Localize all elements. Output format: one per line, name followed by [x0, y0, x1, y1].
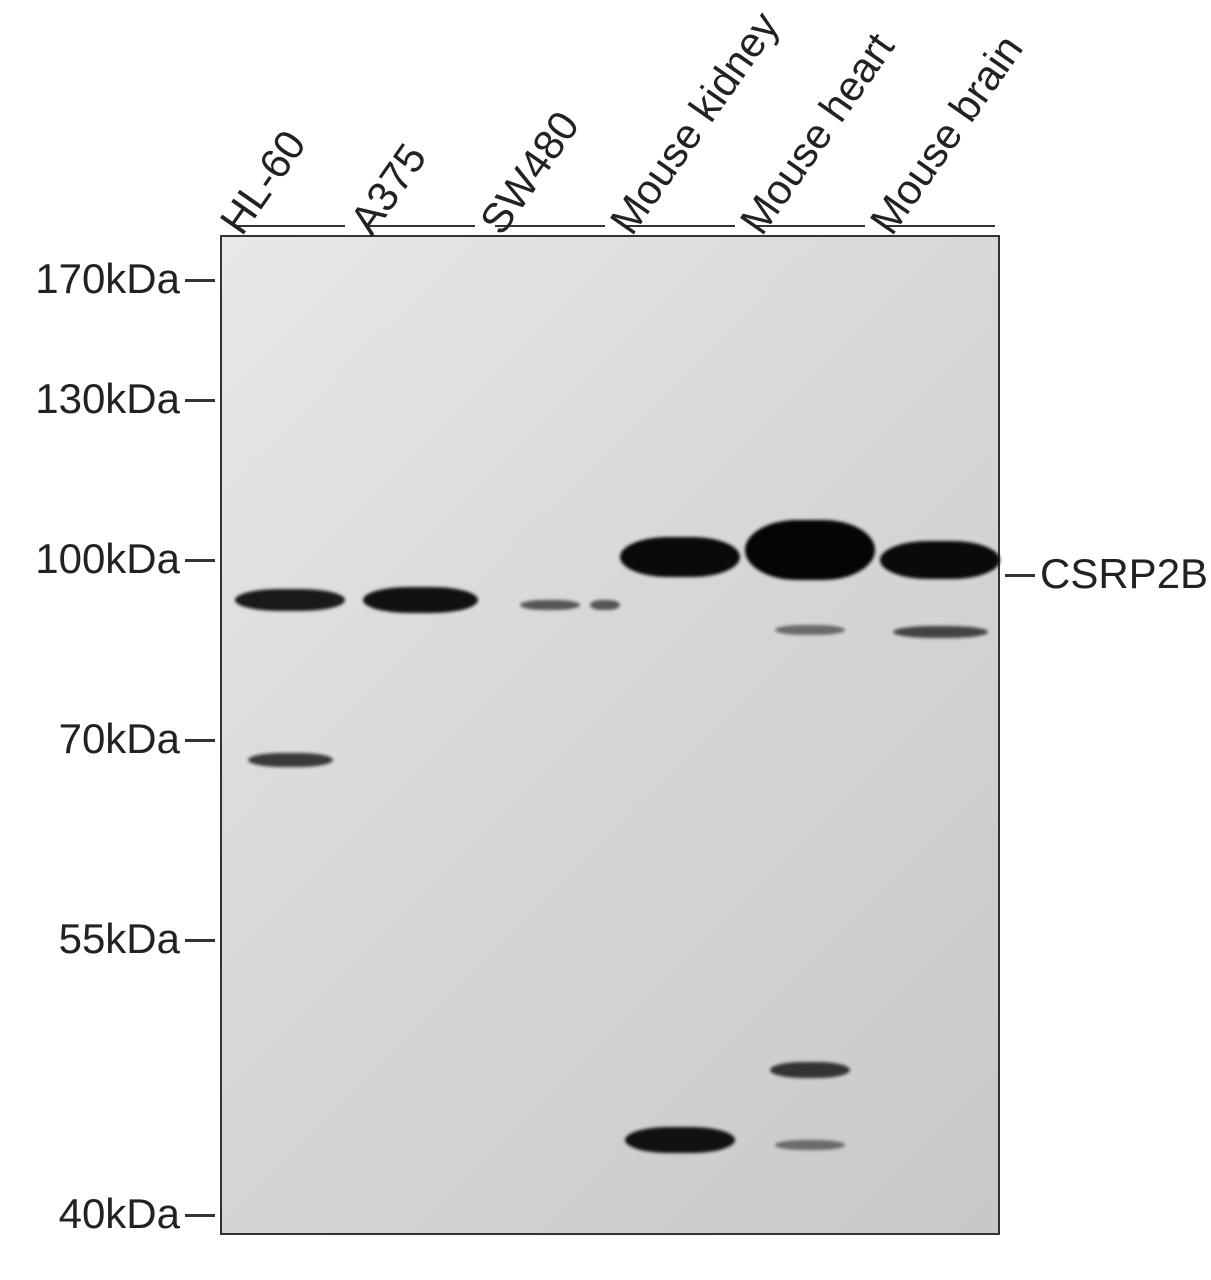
marker-label: 130kDa — [35, 375, 180, 423]
blot-band — [893, 626, 988, 638]
marker-tick — [185, 399, 215, 402]
blot-band — [363, 587, 478, 613]
blot-band — [520, 600, 580, 610]
protein-label: CSRP2BP — [1040, 550, 1211, 598]
blot-band — [235, 589, 345, 611]
marker-label: 100kDa — [35, 535, 180, 583]
marker-label: 70kDa — [59, 715, 180, 763]
marker-tick — [185, 559, 215, 562]
blot-membrane — [220, 235, 1000, 1235]
marker-label: 170kDa — [35, 255, 180, 303]
blot-band — [590, 600, 620, 610]
protein-label-tick — [1005, 574, 1035, 577]
blot-band — [775, 1140, 845, 1150]
blot-band — [770, 1062, 850, 1078]
blot-band — [625, 1127, 735, 1153]
western-blot-figure: HL-60A375SW480Mouse kidneyMouse heartMou… — [0, 0, 1211, 1280]
blot-band — [620, 537, 740, 577]
blot-band — [248, 753, 333, 767]
marker-tick — [185, 939, 215, 942]
blot-band — [880, 541, 1000, 579]
marker-label: 40kDa — [59, 1190, 180, 1238]
lane-label: SW480 — [471, 103, 589, 243]
marker-tick — [185, 1214, 215, 1217]
blot-band — [745, 520, 875, 580]
marker-label: 55kDa — [59, 915, 180, 963]
blot-band — [775, 625, 845, 635]
marker-tick — [185, 739, 215, 742]
marker-tick — [185, 279, 215, 282]
